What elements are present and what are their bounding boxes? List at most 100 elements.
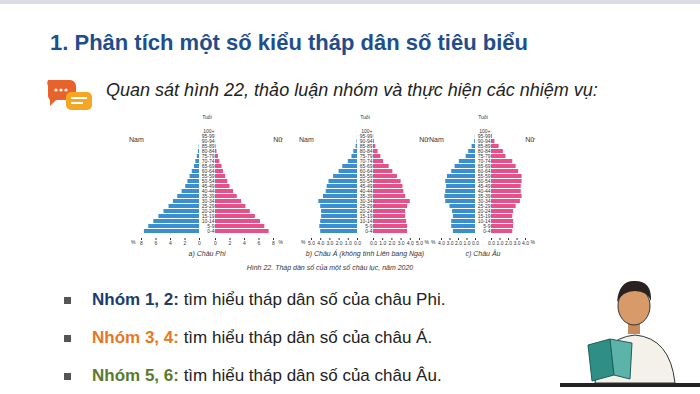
html-text:Nữ: Nữ (419, 136, 429, 143)
svg-text:20-24: 20-24 (359, 208, 373, 215)
svg-text:80-84: 80-84 (359, 148, 373, 155)
svg-text:4.0: 4.0 (407, 240, 414, 246)
svg-text:0.0: 0.0 (472, 240, 479, 246)
svg-text:0.0: 0.0 (354, 240, 361, 246)
svg-text:25-29: 25-29 (201, 203, 215, 210)
html-text:Nhóm 5, 6: tìm hiểu tháp dân s: Nhóm 5, 6: tìm hiểu tháp dân số của châu… (92, 366, 442, 385)
svg-text:0.0: 0.0 (370, 240, 377, 246)
svg-text:15-19: 15-19 (359, 213, 373, 220)
html-text:Nam: Nam (129, 136, 144, 143)
svg-text:0-4: 0-4 (483, 228, 490, 234)
svg-text:85-89: 85-89 (477, 143, 491, 150)
svg-text:5.0: 5.0 (308, 240, 315, 246)
svg-text:85-89: 85-89 (201, 143, 215, 150)
svg-text:50-54: 50-54 (201, 178, 215, 185)
svg-text:0.0: 0.0 (488, 240, 495, 246)
svg-text:65-69: 65-69 (359, 163, 373, 170)
svg-text:5.0: 5.0 (416, 240, 423, 246)
html-text:1. Phân tích một số kiểu tháp: 1. Phân tích một số kiểu tháp dân số tiê… (50, 30, 528, 55)
svg-text:90-94: 90-94 (477, 138, 491, 145)
svg-text:25-29: 25-29 (359, 203, 373, 210)
svg-text:8: 8 (272, 240, 275, 246)
svg-text:85-89: 85-89 (359, 143, 373, 150)
svg-text:30-34: 30-34 (359, 198, 373, 205)
svg-text:50-54: 50-54 (359, 178, 373, 185)
svg-text:6: 6 (155, 240, 158, 246)
svg-text:40-44: 40-44 (201, 188, 215, 195)
svg-text:90-94: 90-94 (201, 138, 215, 145)
svg-text:70-74: 70-74 (477, 158, 491, 165)
html-text:Nhóm 1, 2: tìm hiểu tháp dân s: Nhóm 1, 2: tìm hiểu tháp dân số của châu… (92, 290, 446, 309)
svg-text:4.0: 4.0 (317, 240, 324, 246)
svg-text:1.0: 1.0 (497, 240, 504, 246)
svg-text:75-79: 75-79 (477, 153, 491, 160)
svg-text:95-99: 95-99 (477, 133, 491, 140)
svg-text:45-49: 45-49 (359, 183, 373, 190)
svg-text:70-74: 70-74 (201, 158, 215, 165)
svg-text:5-9: 5-9 (365, 223, 373, 230)
svg-text:35-39: 35-39 (201, 193, 215, 200)
html-text:a) Châu Phi: a) Châu Phi (188, 250, 226, 257)
svg-text:1.0: 1.0 (345, 240, 352, 246)
svg-text:55-59: 55-59 (359, 173, 373, 180)
svg-text:10-14: 10-14 (359, 218, 373, 225)
svg-text:4.0: 4.0 (438, 240, 445, 246)
svg-text:3.0: 3.0 (326, 240, 333, 246)
html-text:Nam: Nam (299, 136, 314, 143)
svg-text:0: 0 (214, 240, 217, 246)
svg-text:80-84: 80-84 (201, 148, 215, 155)
svg-text:60-64: 60-64 (477, 168, 491, 175)
svg-text:5-9: 5-9 (207, 223, 215, 230)
svg-text:1.0: 1.0 (379, 240, 386, 246)
html-text:Nữ: Nữ (273, 136, 283, 143)
svg-text:1.0: 1.0 (464, 240, 471, 246)
html-text:Nhóm 3, 4: tìm hiểu tháp dân s: Nhóm 3, 4: tìm hiểu tháp dân số của châu… (92, 328, 433, 347)
svg-text:95-99: 95-99 (201, 133, 215, 140)
svg-text:4: 4 (169, 240, 172, 246)
svg-text:0-4: 0-4 (207, 228, 214, 234)
svg-text:40-44: 40-44 (477, 188, 491, 195)
svg-text:75-79: 75-79 (359, 153, 373, 160)
svg-text:60-64: 60-64 (201, 168, 215, 175)
svg-text:2.0: 2.0 (336, 240, 343, 246)
svg-text:15-19: 15-19 (201, 213, 215, 220)
svg-text:20-24: 20-24 (201, 208, 215, 215)
svg-text:30-34: 30-34 (201, 198, 215, 205)
svg-text:3.0: 3.0 (447, 240, 454, 246)
svg-text:10-14: 10-14 (201, 218, 215, 225)
svg-text:100+: 100+ (479, 128, 491, 135)
svg-text:35-39: 35-39 (359, 193, 373, 200)
svg-text:70-74: 70-74 (359, 158, 373, 165)
svg-text:45-49: 45-49 (477, 183, 491, 190)
svg-text:45-49: 45-49 (201, 183, 215, 190)
html-text:Quan sát hình 22, thảo luận nh: Quan sát hình 22, thảo luận nhóm và thực… (106, 80, 598, 100)
svg-text:60-64: 60-64 (359, 168, 373, 175)
svg-text:4.0: 4.0 (522, 240, 529, 246)
svg-text:50-54: 50-54 (477, 178, 491, 185)
svg-text:55-59: 55-59 (201, 173, 215, 180)
svg-text:80-84: 80-84 (477, 148, 491, 155)
svg-text:0-4: 0-4 (365, 228, 372, 234)
svg-text:90-94: 90-94 (359, 138, 373, 145)
svg-text:3.0: 3.0 (514, 240, 521, 246)
svg-text:3.0: 3.0 (398, 240, 405, 246)
svg-text:2.0: 2.0 (388, 240, 395, 246)
svg-text:35-39: 35-39 (477, 193, 491, 200)
svg-text:2: 2 (184, 240, 187, 246)
svg-text:100+: 100+ (203, 128, 215, 135)
svg-text:8: 8 (140, 240, 143, 246)
svg-text:2: 2 (229, 240, 232, 246)
svg-text:100+: 100+ (361, 128, 373, 135)
svg-text:2.0: 2.0 (455, 240, 462, 246)
svg-text:95-99: 95-99 (359, 133, 373, 140)
svg-text:55-59: 55-59 (477, 173, 491, 180)
html-text:b) Châu Á (không tính Liên ban: b) Châu Á (không tính Liên bang Nga) (305, 250, 425, 257)
svg-text:75-79: 75-79 (201, 153, 215, 160)
svg-text:65-69: 65-69 (201, 163, 215, 170)
svg-text:40-44: 40-44 (359, 188, 373, 195)
svg-text:6: 6 (258, 240, 261, 246)
svg-text:65-69: 65-69 (477, 163, 491, 170)
svg-text:2.0: 2.0 (505, 240, 512, 246)
svg-text:4: 4 (243, 240, 246, 246)
svg-text:0: 0 (198, 240, 201, 246)
